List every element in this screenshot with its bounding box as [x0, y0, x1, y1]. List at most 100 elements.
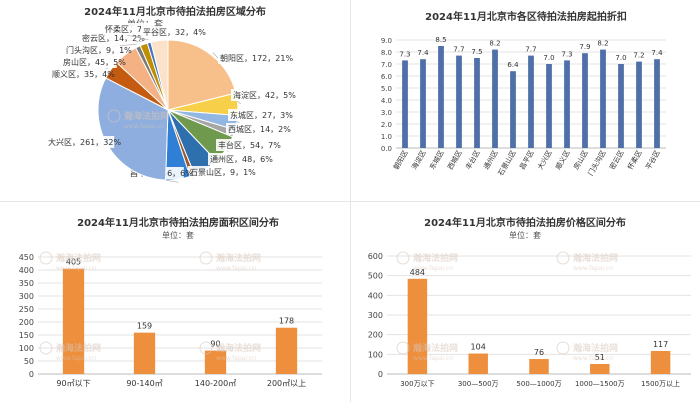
watermark-logo: [39, 341, 53, 355]
x-tick-label: 朝阳区: [391, 149, 409, 172]
x-tick-label: 西城区: [446, 149, 463, 171]
watermark-name: 瀚海法拍网: [573, 252, 618, 264]
pie-label-bg: [231, 89, 287, 101]
region-pie-chart: 2024年11月北京市待拍法拍房区域分布单位：套朝阳区，172，21%海淀区，4…: [46, 5, 296, 183]
pie-slice: [150, 39, 169, 111]
y-tick-label: 300: [19, 292, 34, 301]
bar-value-label: 7.0: [615, 54, 626, 62]
y-tick-label: 9.0: [381, 37, 392, 45]
bar-value-label: 159: [137, 322, 152, 331]
bar: [529, 359, 549, 374]
watermark-url: www.fapai.cn: [573, 265, 613, 272]
pie-data-label: 门头沟区，9，1%: [66, 45, 132, 55]
pie-data-label: 密云区，14，2%: [82, 33, 145, 43]
pie-label-bg: [228, 109, 284, 121]
pie-label-bg: [216, 139, 272, 151]
pie-title: 2024年11月北京市待拍法拍房区域分布: [84, 5, 266, 18]
bar: [468, 353, 488, 374]
y-tick-label: 250: [19, 305, 34, 314]
pie-data-label: 通州区，48，6%: [210, 154, 273, 164]
y-tick-label: 0.0: [381, 145, 392, 153]
y-tick-label: 500: [368, 272, 383, 281]
bar-value-label: 7.3: [399, 50, 410, 58]
x-tick-label: 140-200㎡: [195, 379, 236, 388]
y-tick-label: 100: [368, 350, 383, 359]
y-tick-label: 7.0: [381, 61, 392, 69]
x-tick-label: 1500万以上: [641, 379, 680, 388]
watermark-name: 瀚海法拍网: [216, 342, 261, 354]
bar: [420, 59, 426, 149]
y-tick-label: 6.0: [381, 73, 392, 81]
watermark-url: www.fapai.cn: [216, 355, 256, 362]
pie-label-bg: [226, 123, 282, 135]
pie-data-label: 丰台区，54，7%: [218, 140, 281, 150]
bar-value-label: 178: [279, 317, 294, 326]
x-tick-label: 90㎡以下: [56, 379, 90, 388]
watermark-name: 瀚海法拍网: [56, 342, 101, 354]
chart-title: 2024年11月北京市各区待拍法拍房起拍折扣: [425, 10, 627, 23]
x-tick-label: 丰台区: [463, 149, 481, 172]
y-tick-label: 200: [368, 331, 383, 340]
watermark-logo: [39, 251, 53, 265]
x-tick-label: 通州区: [481, 149, 499, 172]
y-tick-label: 100: [19, 344, 34, 353]
pie-label-bg: [50, 68, 106, 80]
pie-data-label: 顺义区，35，4%: [52, 70, 115, 79]
y-tick-label: 0: [378, 370, 383, 379]
y-tick-label: 150: [19, 331, 34, 340]
watermark-name: 瀚海法拍网: [124, 110, 169, 122]
watermark-name: 瀚海法拍网: [573, 342, 618, 354]
pie-slice: [167, 39, 237, 111]
watermark-url: www.fapai.cn: [216, 265, 256, 272]
pie-label-bg: [208, 153, 264, 165]
x-tick-label: 房山区: [571, 149, 589, 172]
bar: [407, 278, 428, 374]
watermark-name: 瀚海法拍网: [56, 252, 101, 264]
bar: [590, 363, 610, 374]
watermark-logo: [199, 341, 213, 355]
pie-data-label: 房山区，45，5%: [63, 57, 126, 67]
bar-value-label: 76: [534, 348, 544, 357]
y-tick-label: 3.0: [381, 109, 392, 117]
bar-value-label: 484: [410, 268, 425, 277]
bar-value-label: 7.2: [633, 52, 644, 60]
bar: [62, 268, 85, 374]
x-tick-label: 1000—1500万: [575, 380, 625, 388]
chart-subtitle: 单位：套: [509, 230, 541, 240]
watermark-url: www.fapai.cn: [573, 355, 613, 362]
watermark-url: www.fapai.cn: [56, 265, 96, 272]
watermark-logo: [556, 251, 570, 265]
bar-value-label: 90: [210, 340, 220, 349]
bar-value-label: 7.9: [579, 43, 590, 51]
bar-value-label: 7.7: [525, 46, 536, 54]
pie-label-bg: [218, 52, 287, 64]
discount-bar-chart: 2024年11月北京市各区待拍法拍房起拍折扣 0.0 1.0 2.0 3.0 4.0 5.0…: [381, 10, 666, 177]
y-tick-label: 200: [19, 318, 34, 327]
y-tick-label: 450: [19, 253, 34, 262]
x-tick-label: 大兴区: [535, 149, 553, 172]
area-bar-panel: 2024年11月北京市待拍法拍房面积区间分布 单位：套 0 50 100 150 200 25…: [0, 202, 350, 402]
bar: [275, 327, 298, 374]
bar-value-label: 7.5: [471, 48, 482, 56]
chart-title: 2024年11月北京市待拍法拍房价格区间分布: [424, 216, 626, 229]
y-tick-label: 50: [24, 357, 34, 366]
watermark-logo: [396, 251, 410, 265]
bar: [456, 55, 462, 148]
bar: [474, 58, 480, 148]
x-tick-label: 500—1000万: [516, 380, 561, 388]
bar: [204, 350, 227, 374]
pie-label-bg: [64, 44, 120, 56]
x-tick-label: 顺义区: [554, 149, 571, 171]
bar-value-label: 405: [66, 258, 81, 267]
chart-subtitle: 单位：套: [162, 230, 194, 240]
bar-value-label: 7.7: [453, 46, 464, 54]
y-tick-label: 350: [19, 279, 34, 288]
watermark-logo: [107, 109, 121, 123]
x-tick-label: 90-140㎡: [126, 379, 162, 388]
bar: [600, 49, 606, 148]
